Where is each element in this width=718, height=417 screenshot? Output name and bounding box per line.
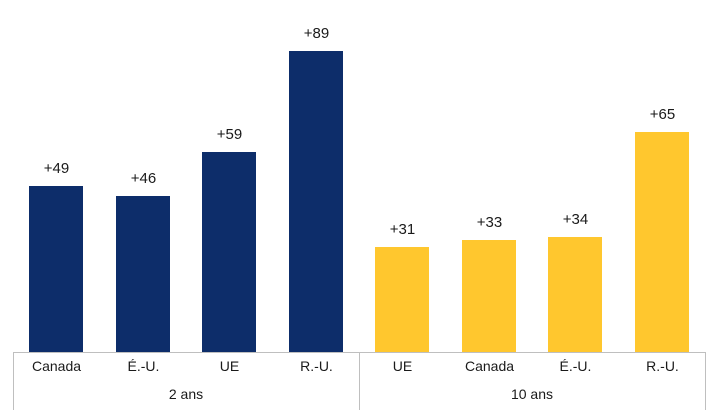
data-label: +31 bbox=[389, 221, 416, 238]
bar-2ans-R.-U. bbox=[289, 51, 343, 352]
data-label: +59 bbox=[216, 126, 243, 143]
category-label: É.-U. bbox=[559, 358, 592, 374]
category-label: R.-U. bbox=[300, 358, 333, 374]
category-label: É.-U. bbox=[127, 358, 160, 374]
category-label: UE bbox=[219, 358, 240, 374]
bar-10ans-R.-U. bbox=[635, 132, 689, 352]
group-label-2ans: 2 ans bbox=[168, 386, 204, 402]
category-label: Canada bbox=[464, 358, 515, 374]
group-label-10ans: 10 ans bbox=[510, 386, 554, 402]
data-label: +33 bbox=[476, 214, 503, 231]
data-label: +34 bbox=[562, 211, 589, 228]
bar-2ans-É.-U. bbox=[116, 196, 170, 352]
data-label: +65 bbox=[649, 106, 676, 123]
axis-tick-separator bbox=[13, 352, 14, 410]
bar-10ans-Canada bbox=[462, 240, 516, 352]
data-label: +49 bbox=[43, 160, 70, 177]
category-label: R.-U. bbox=[646, 358, 679, 374]
axis-tick-separator bbox=[359, 352, 360, 410]
category-label: Canada bbox=[31, 358, 82, 374]
bar-10ans-É.-U. bbox=[548, 237, 602, 352]
bar-10ans-UE bbox=[375, 247, 429, 352]
bar-2ans-Canada bbox=[29, 186, 83, 352]
category-label: UE bbox=[392, 358, 413, 374]
data-label: +89 bbox=[303, 25, 330, 42]
data-label: +46 bbox=[130, 170, 157, 187]
bar-2ans-UE bbox=[202, 152, 256, 352]
axis-tick-separator bbox=[705, 352, 706, 410]
